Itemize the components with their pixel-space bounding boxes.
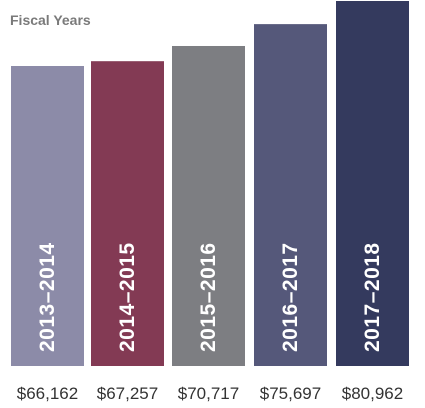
bar-2014–2015 [91, 61, 164, 366]
bar-category-label: 2014–2015 [116, 242, 139, 352]
value-labels-group: $66,162 $67,257 $70,717 $75,697 $80,962 [17, 384, 403, 403]
bar-category-label: 2015–2016 [197, 242, 220, 352]
bar-2016–2017 [254, 24, 327, 366]
bar-category-label: 2016–2017 [279, 242, 302, 352]
bar-category-label: 2017–2018 [361, 242, 384, 352]
bars-group [11, 1, 409, 366]
bar-value-label: $67,257 [97, 384, 158, 403]
chart-title: Fiscal Years [10, 12, 91, 28]
bar-2013–2014 [11, 66, 84, 366]
bar-value-label: $75,697 [260, 384, 321, 403]
bar-value-label: $66,162 [17, 384, 78, 403]
bar-value-label: $80,962 [342, 384, 403, 403]
bar-2017–2018 [336, 1, 409, 366]
bar-2015–2016 [172, 45, 245, 366]
bar-category-labels-group: 2013–2014 2014–2015 2015–2016 2016–2017 2017… [36, 242, 384, 352]
bar-value-label: $70,717 [178, 384, 239, 403]
bar-category-label: 2013–2014 [36, 242, 59, 352]
